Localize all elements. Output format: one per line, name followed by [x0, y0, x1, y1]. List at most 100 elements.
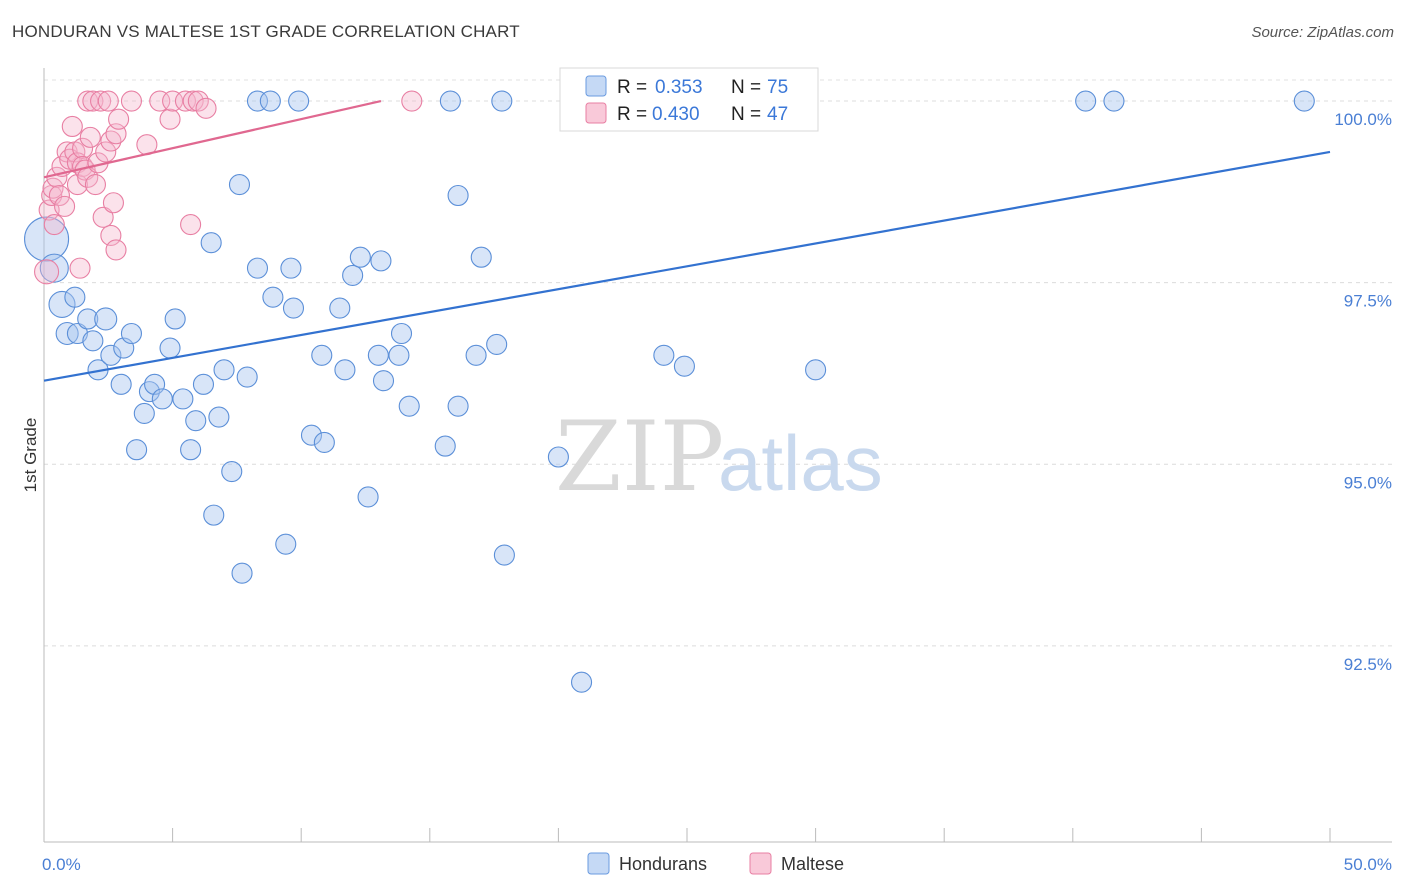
hondurans-point-25 — [200, 232, 222, 254]
maltese-point-34 — [108, 108, 130, 130]
legend-r-value-hondurans: 0.353 — [655, 77, 703, 98]
maltese-point-11 — [61, 115, 83, 138]
maltese-point-27 — [95, 141, 117, 163]
hondurans-point-24 — [192, 373, 215, 395]
hondurans-point-52 — [388, 344, 410, 366]
hondurans-point-50 — [370, 250, 392, 272]
hondurans-point-66 — [653, 344, 675, 366]
legend-n-value-maltese: 47 — [767, 104, 788, 125]
maltese-point-31 — [102, 192, 124, 214]
maltese-point-23 — [84, 174, 106, 196]
hondurans-point-15 — [133, 402, 155, 424]
maltese-point-22 — [82, 90, 104, 112]
hondurans-point-0 — [24, 216, 70, 262]
hondurans-point-21 — [172, 388, 194, 410]
watermark-zip: ZIP — [555, 401, 724, 513]
hondurans-point-45 — [334, 359, 356, 381]
hondurans-point-28 — [213, 359, 235, 381]
hondurans-point-2 — [48, 290, 76, 319]
hondurans-point-41 — [300, 424, 323, 446]
hondurans-point-61 — [486, 333, 508, 355]
hondurans-point-46 — [342, 264, 364, 286]
hondurans-point-5 — [66, 322, 88, 345]
hondurans-point-48 — [357, 486, 379, 508]
trend-lines — [43, 99, 1331, 382]
y-tick-label-2: 95.0% — [1344, 473, 1392, 492]
hondurans-point-30 — [228, 174, 251, 196]
hondurans-point-35 — [259, 90, 281, 112]
axes — [43, 68, 1392, 843]
hondurans-point-10 — [100, 344, 122, 366]
legend-swatch-maltese — [585, 102, 607, 124]
legend-n-label-maltese: N = — [731, 104, 761, 125]
hondurans-point-44 — [329, 297, 351, 319]
maltese-point-39 — [162, 90, 184, 112]
maltese-point-6 — [48, 184, 70, 207]
bottom-legend-swatch-maltese — [749, 852, 772, 875]
hondurans-point-55 — [434, 435, 456, 457]
hondurans-trend-line — [43, 150, 1331, 382]
maltese-point-40 — [174, 90, 197, 112]
maltese-points — [34, 90, 423, 285]
hondurans-point-18 — [151, 388, 173, 410]
hondurans-point-26 — [203, 504, 225, 526]
watermark-atlas: atlas — [718, 419, 883, 507]
hondurans-points — [24, 90, 1315, 693]
hondurans-point-65 — [570, 671, 593, 693]
source-label: Source: ZipAtlas.com — [1251, 24, 1394, 41]
hondurans-point-11 — [110, 373, 132, 395]
legend-r-value-maltese: 0.430 — [652, 104, 700, 125]
hondurans-point-31 — [231, 562, 253, 584]
hondurans-point-34 — [246, 90, 269, 112]
hondurans-point-9 — [94, 307, 118, 331]
maltese-point-32 — [105, 239, 127, 261]
legend-n-label-hondurans: N = — [731, 77, 761, 98]
maltese-point-15 — [69, 257, 91, 279]
hondurans-point-1 — [39, 253, 69, 283]
hondurans-point-39 — [282, 297, 305, 319]
maltese-point-21 — [79, 126, 101, 148]
hondurans-point-62 — [491, 90, 513, 112]
hondurans-point-23 — [185, 410, 207, 432]
hondurans-point-54 — [398, 395, 420, 417]
maltese-point-4 — [43, 213, 65, 236]
tick-labels: 100.0% 97.5% 95.0% 92.5% 0.0% 50.0% — [42, 110, 1392, 874]
hondurans-point-22 — [180, 439, 202, 461]
maltese-point-16 — [72, 137, 94, 159]
maltese-point-37 — [149, 90, 171, 112]
chart-title: HONDURAN VS MALTESE 1ST GRADE CORRELATIO… — [12, 22, 520, 41]
hondurans-point-67 — [673, 355, 695, 377]
hondurans-point-63 — [493, 544, 515, 566]
maltese-point-25 — [90, 90, 112, 112]
hondurans-point-19 — [159, 337, 181, 359]
hondurans-point-69 — [805, 359, 827, 381]
hondurans-point-64 — [547, 446, 569, 468]
maltese-point-38 — [159, 108, 181, 130]
maltese-point-43 — [187, 90, 209, 112]
x-tick-label-0: 0.0% — [42, 855, 81, 874]
maltese-point-44 — [195, 97, 217, 119]
hondurans-point-57 — [447, 184, 469, 207]
hondurans-point-51 — [372, 370, 395, 392]
bottom-legend-hondurans: Hondurans — [619, 854, 707, 874]
maltese-point-26 — [92, 206, 114, 228]
y-tick-label-1: 97.5% — [1344, 292, 1392, 311]
hondurans-point-42 — [311, 344, 333, 366]
hondurans-point-27 — [208, 406, 230, 428]
hondurans-point-53 — [390, 322, 413, 345]
y-tick-label-0: 100.0% — [1334, 110, 1392, 129]
maltese-point-45 — [401, 90, 423, 112]
hondurans-point-37 — [275, 533, 297, 555]
legend-swatch-hondurans — [585, 75, 607, 97]
maltese-point-28 — [97, 90, 119, 112]
hondurans-point-58 — [447, 395, 469, 417]
hondurans-point-72 — [1293, 90, 1315, 112]
hondurans-point-33 — [246, 257, 269, 279]
hondurans-point-59 — [465, 344, 487, 366]
bottom-legend-maltese: Maltese — [781, 854, 844, 874]
maltese-point-0 — [34, 259, 60, 285]
hondurans-point-47 — [349, 246, 371, 268]
maltese-point-20 — [77, 90, 99, 112]
hondurans-point-36 — [262, 286, 284, 308]
